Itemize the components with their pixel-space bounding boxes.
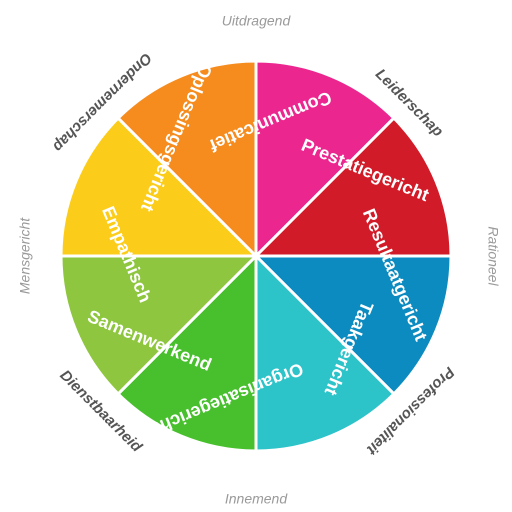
axis-label-3: Rationeel [485,226,501,286]
competency-wheel: PrestatiegerichtResultaatgerichtTaakgeri… [0,0,512,512]
axis-label-0: Uitdragend [222,13,292,29]
axis-label-2: Mensgericht [17,217,33,294]
axis-label-1: Innemend [225,491,288,507]
